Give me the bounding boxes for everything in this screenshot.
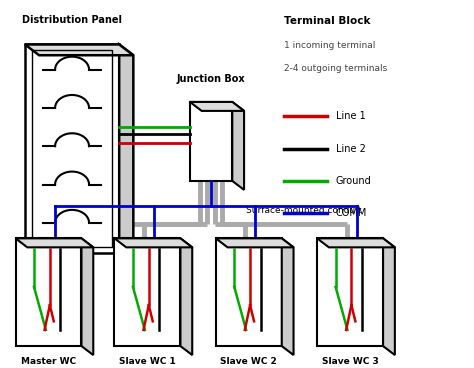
Text: Surface-mounted conduit: Surface-mounted conduit bbox=[246, 206, 362, 215]
Polygon shape bbox=[115, 238, 192, 247]
Polygon shape bbox=[190, 102, 232, 181]
Text: Terminal Block: Terminal Block bbox=[284, 16, 371, 26]
Polygon shape bbox=[16, 238, 93, 247]
Polygon shape bbox=[25, 45, 119, 253]
Text: Junction Box: Junction Box bbox=[177, 74, 246, 84]
Polygon shape bbox=[232, 102, 244, 190]
Text: Ground: Ground bbox=[336, 176, 372, 186]
Text: Slave WC 3: Slave WC 3 bbox=[322, 357, 378, 366]
Text: Line 2: Line 2 bbox=[336, 144, 366, 153]
Text: 1 incoming terminal: 1 incoming terminal bbox=[284, 41, 375, 50]
Text: Line 1: Line 1 bbox=[336, 111, 366, 121]
Polygon shape bbox=[317, 238, 395, 247]
Polygon shape bbox=[317, 238, 383, 346]
Polygon shape bbox=[181, 238, 192, 355]
Polygon shape bbox=[216, 238, 293, 247]
Polygon shape bbox=[119, 45, 133, 263]
Polygon shape bbox=[25, 45, 133, 55]
Text: Distribution Panel: Distribution Panel bbox=[22, 15, 122, 25]
Polygon shape bbox=[190, 102, 244, 111]
Text: 2-4 outgoing terminals: 2-4 outgoing terminals bbox=[284, 64, 387, 73]
Polygon shape bbox=[282, 238, 293, 355]
Polygon shape bbox=[16, 238, 82, 346]
Polygon shape bbox=[115, 238, 181, 346]
Text: Slave WC 2: Slave WC 2 bbox=[220, 357, 277, 366]
Text: Slave WC 1: Slave WC 1 bbox=[119, 357, 176, 366]
Polygon shape bbox=[82, 238, 93, 355]
Text: Master WC: Master WC bbox=[21, 357, 76, 366]
Polygon shape bbox=[383, 238, 395, 355]
Polygon shape bbox=[216, 238, 282, 346]
Text: COMM: COMM bbox=[336, 208, 367, 218]
